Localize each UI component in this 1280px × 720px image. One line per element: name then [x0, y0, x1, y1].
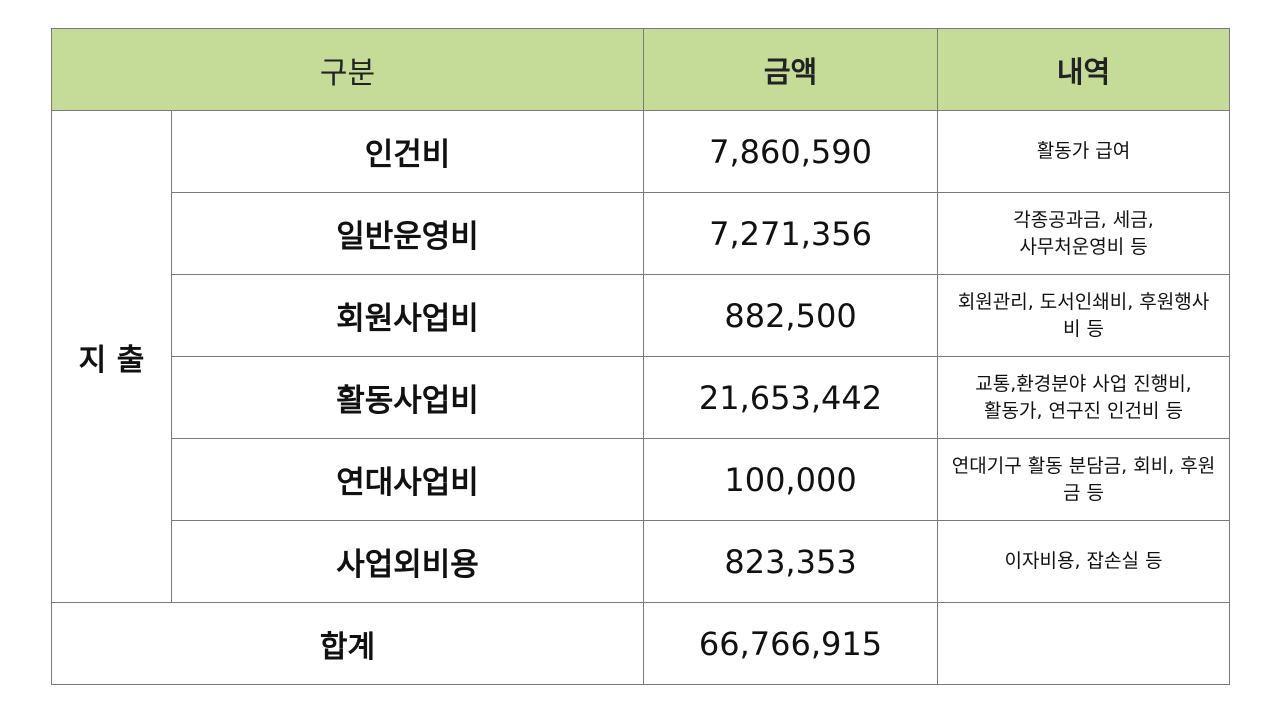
table-row: 연대사업비 100,000 연대기구 활동 분담금, 회비, 후원 금 등: [52, 438, 1231, 521]
table-row: 사업외비용 823,353 이자비용, 잡손실 등: [52, 520, 1231, 603]
expense-table: 구분 금액 내역 지 출 인건비 7,860,590 활동가 급여 일반운영비 …: [50, 28, 1231, 685]
total-row: 합계 66,766,915: [50, 602, 1231, 685]
table-row: 회원사업비 882,500 회원관리, 도서인쇄비, 후원행사 비 등: [52, 274, 1231, 357]
item-name: 일반운영비: [170, 192, 645, 275]
total-details: [937, 602, 1231, 685]
item-amount: 823,353: [643, 520, 939, 603]
total-amount: 66,766,915: [643, 602, 939, 685]
expense-table-container: 구분 금액 내역 지 출 인건비 7,860,590 활동가 급여 일반운영비 …: [50, 28, 1231, 685]
item-details: 교통,환경분야 사업 진행비, 활동가, 연구진 인건비 등: [937, 356, 1231, 439]
item-name: 회원사업비: [170, 274, 645, 357]
header-row: 구분 금액 내역: [50, 28, 1231, 111]
item-name: 활동사업비: [170, 356, 645, 439]
header-amount: 금액: [643, 28, 939, 111]
item-amount: 7,860,590: [643, 110, 939, 193]
item-details: 이자비용, 잡손실 등: [937, 520, 1231, 603]
item-name: 사업외비용: [170, 520, 645, 603]
item-name: 인건비: [170, 110, 645, 193]
item-details: 각종공과금, 세금, 사무처운영비 등: [937, 192, 1231, 275]
item-details: 회원관리, 도서인쇄비, 후원행사 비 등: [937, 274, 1231, 357]
item-name: 연대사업비: [170, 438, 645, 521]
header-category: 구분: [50, 28, 645, 111]
item-amount: 100,000: [643, 438, 939, 521]
item-amount: 882,500: [643, 274, 939, 357]
table-row: 활동사업비 21,653,442 교통,환경분야 사업 진행비, 활동가, 연구진…: [52, 356, 1231, 439]
header-details: 내역: [937, 28, 1231, 111]
item-details: 연대기구 활동 분담금, 회비, 후원 금 등: [937, 438, 1231, 521]
total-label: 합계: [50, 602, 645, 685]
item-amount: 21,653,442: [643, 356, 939, 439]
table-row: 일반운영비 7,271,356 각종공과금, 세금, 사무처운영비 등: [52, 192, 1231, 275]
item-details: 활동가 급여: [937, 110, 1231, 193]
group-label-expense: 지 출: [51, 110, 172, 603]
item-amount: 7,271,356: [643, 192, 939, 275]
table-row: 지 출 인건비 7,860,590 활동가 급여: [51, 110, 1231, 603]
